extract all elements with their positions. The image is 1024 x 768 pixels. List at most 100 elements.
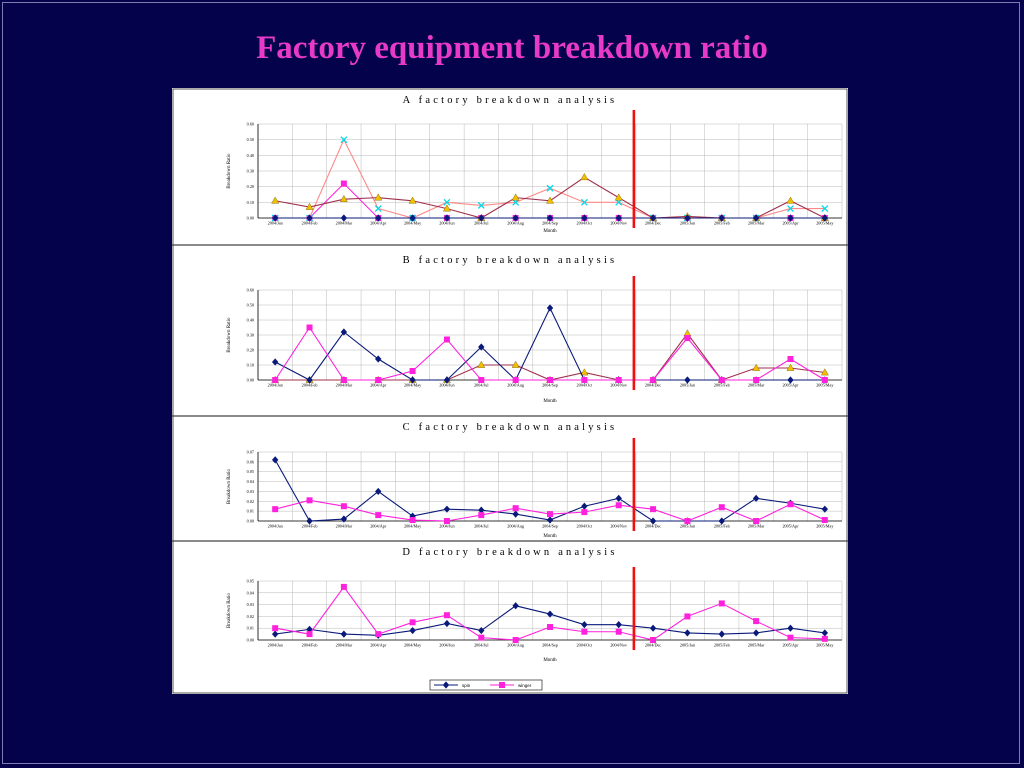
data-point [443, 336, 450, 343]
data-point [786, 363, 795, 371]
y-axis-label: Breakdown Ratio [227, 468, 232, 504]
series-1 [271, 136, 829, 222]
x-tick-label: 2004/Aug [507, 383, 525, 388]
x-tick-label: 2004/Sep [542, 383, 558, 388]
y-tick-label: 0.03 [247, 489, 254, 494]
x-tick-label: 2005/Apr [782, 643, 799, 648]
data-point [512, 602, 519, 610]
y-tick-label: 0.04 [247, 590, 255, 595]
x-tick-label: 2004/Oct [577, 643, 593, 648]
x-tick-label: 2004/May [404, 524, 422, 529]
x-tick-label: 2004/Jun [439, 524, 455, 529]
x-tick-label: 2004/Feb [302, 221, 318, 226]
legend-box [429, 679, 543, 691]
x-tick-label: 2005/Jan [680, 643, 696, 648]
x-tick-label: 2004/Feb [302, 383, 318, 388]
data-point [614, 193, 623, 201]
x-axis-label: Month [543, 229, 557, 234]
data-point [820, 368, 829, 376]
x-tick-label: 2004/Oct [577, 221, 593, 226]
data-point [718, 600, 725, 607]
data-point [375, 214, 382, 222]
data-point [787, 501, 794, 508]
data-point [306, 631, 313, 638]
data-point [272, 377, 279, 383]
data-point [580, 173, 589, 181]
data-point [752, 214, 760, 222]
data-point [340, 503, 347, 510]
data-point [512, 637, 519, 643]
data-point [718, 630, 725, 638]
data-point [478, 506, 485, 514]
data-point [546, 184, 554, 192]
y-tick-label: 0.50 [247, 137, 254, 142]
chart-panel: A factory breakdown analysis 0.00 0.10 0.20… [172, 88, 848, 694]
data-point [374, 193, 383, 201]
data-point [374, 205, 382, 213]
data-point [581, 509, 588, 516]
data-point [547, 511, 553, 518]
y-tick-label: 0.30 [247, 169, 254, 174]
data-point [821, 205, 829, 213]
data-point [821, 635, 828, 642]
x-tick-label: 2005/Mar [748, 643, 765, 648]
x-tick-label: 2005/Jan [680, 524, 696, 529]
y-tick-label: 0.00 [247, 519, 254, 524]
x-tick-label: 2004/Jan [268, 643, 284, 648]
x-tick-label: 2005/Mar [748, 524, 765, 529]
data-point [821, 517, 828, 524]
x-tick-label: 2004/Dec [645, 524, 661, 529]
data-point [478, 343, 485, 351]
data-point [546, 214, 554, 222]
data-point [684, 214, 691, 222]
x-tick-label: 2004/Jan [268, 524, 284, 529]
series-line [275, 138, 825, 219]
data-point [271, 456, 279, 464]
y-tick-label: 0.03 [247, 602, 254, 607]
y-tick-label: 0.07 [247, 450, 254, 455]
data-point [340, 377, 347, 383]
data-point [787, 634, 794, 641]
data-point [649, 517, 657, 525]
data-point [271, 630, 279, 638]
data-point [546, 196, 554, 204]
data-point [512, 377, 519, 383]
data-point [718, 504, 725, 511]
y-tick-label: 0.20 [247, 184, 254, 189]
x-tick-label: 2004/Feb [302, 524, 318, 529]
x-tick-label: 2004/Jul [474, 221, 489, 226]
data-point [684, 376, 691, 384]
x-tick-label: 2004/Jul [474, 524, 489, 529]
y-tick-label: 0.05 [247, 469, 254, 474]
x-axis-label: Month [543, 658, 557, 663]
x-tick-label: 2004/Mar [336, 221, 353, 226]
x-axis-label: Month [543, 534, 557, 539]
data-point [821, 377, 828, 383]
data-point [306, 376, 313, 384]
y-tick-label: 0.40 [247, 153, 254, 158]
x-tick-label: 2005/Mar [748, 383, 765, 388]
y-tick-label: 0.02 [247, 499, 254, 504]
series-1 [272, 583, 828, 643]
x-tick-label: 2004/Dec [645, 643, 661, 648]
data-point [478, 626, 485, 635]
data-point [581, 377, 588, 383]
x-tick-label: 2004/Aug [507, 643, 525, 648]
y-tick-label: 0.40 [247, 318, 254, 323]
data-point [547, 377, 553, 383]
x-tick-label: 2004/Nov [610, 221, 628, 226]
y-tick-label: 0.04 [247, 479, 255, 484]
y-axis-label: Breakdown Ratio [227, 153, 232, 189]
slide-title: Factory equipment breakdown ratio [256, 30, 768, 66]
x-tick-label: 2005/May [816, 221, 834, 226]
data-point [511, 193, 520, 201]
chart-title: A factory breakdown analysis [403, 95, 618, 106]
chart-title: B factory breakdown analysis [403, 255, 618, 266]
data-point [340, 180, 347, 187]
data-point [340, 630, 348, 638]
x-tick-label: 2004/Nov [610, 643, 628, 648]
x-tick-label: 2004/Apr [370, 643, 387, 648]
data-point [821, 214, 829, 222]
data-point [546, 516, 554, 524]
